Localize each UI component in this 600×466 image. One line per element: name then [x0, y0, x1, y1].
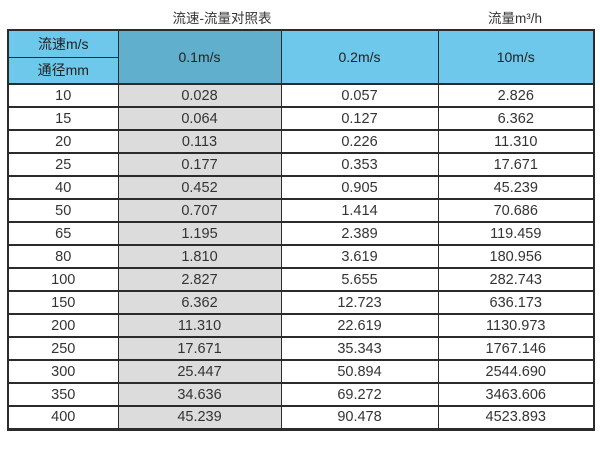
- flow-value-cell: 17.671: [117, 336, 282, 361]
- table-row: 25 0.177 0.353 17.671: [7, 152, 595, 177]
- flow-value-cell: 0.905: [280, 175, 439, 200]
- flow-value-cell: 1130.973: [437, 313, 595, 338]
- flow-value-cell: 35.343: [280, 336, 439, 361]
- flow-value-cell: 11.310: [437, 129, 595, 154]
- flow-value-cell: 70.686: [437, 198, 595, 223]
- table-header: 流速m/s 0.1m/s 0.2m/s 10m/s 通径mm: [7, 29, 595, 85]
- table-row: 200 11.310 22.619 1130.973: [7, 313, 595, 338]
- flow-value-cell: 180.956: [437, 244, 595, 269]
- flow-value-cell: 50.894: [280, 359, 439, 384]
- velocity-axis-label: 流速m/s: [7, 29, 119, 58]
- table-row: 65 1.195 2.389 119.459: [7, 221, 595, 246]
- table-row: 40 0.452 0.905 45.239: [7, 175, 595, 200]
- diameter-cell: 150: [7, 290, 119, 315]
- flow-value-cell: 0.127: [280, 106, 439, 131]
- column-header-0-1ms: 0.1m/s: [117, 29, 282, 85]
- table-row: 300 25.447 50.894 2544.690: [7, 359, 595, 384]
- diameter-cell: 200: [7, 313, 119, 338]
- flow-value-cell: 0.452: [117, 175, 282, 200]
- flow-value-cell: 1.414: [280, 198, 439, 223]
- flow-value-cell: 3.619: [280, 244, 439, 269]
- flow-value-cell: 6.362: [437, 106, 595, 131]
- diameter-cell: 300: [7, 359, 119, 384]
- diameter-cell: 100: [7, 267, 119, 292]
- table-title: 流速-流量对照表: [172, 11, 272, 26]
- column-header-10ms: 10m/s: [437, 29, 595, 85]
- diameter-cell: 40: [7, 175, 119, 200]
- table-row: 80 1.810 3.619 180.956: [7, 244, 595, 269]
- flow-value-cell: 636.173: [437, 290, 595, 315]
- flow-rate-table: 流速m/s 0.1m/s 0.2m/s 10m/s 通径mm 10 0.028 0.…: [7, 29, 595, 431]
- table-row: 150 6.362 12.723 636.173: [7, 290, 595, 315]
- table-row: 400 45.239 90.478 4523.893: [7, 405, 595, 430]
- flow-value-cell: 45.239: [117, 405, 282, 430]
- table-row: 15 0.064 0.127 6.362: [7, 106, 595, 131]
- flow-value-cell: 34.636: [117, 382, 282, 407]
- table-row: 50 0.707 1.414 70.686: [7, 198, 595, 223]
- flow-value-cell: 2.826: [437, 83, 595, 108]
- diameter-cell: 15: [7, 106, 119, 131]
- flow-value-cell: 4523.893: [437, 405, 595, 430]
- flow-value-cell: 0.353: [280, 152, 439, 177]
- diameter-cell: 80: [7, 244, 119, 269]
- table-row: 350 34.636 69.272 3463.606: [7, 382, 595, 407]
- diameter-cell: 350: [7, 382, 119, 407]
- table-row: 250 17.671 35.343 1767.146: [7, 336, 595, 361]
- table-row: 10 0.028 0.057 2.826: [7, 83, 595, 108]
- table-body: 10 0.028 0.057 2.826 15 0.064 0.127 6.362 20 0.11…: [7, 83, 595, 430]
- table-row: 20 0.113 0.226 11.310: [7, 129, 595, 154]
- flow-value-cell: 12.723: [280, 290, 439, 315]
- table-row: 100 2.827 5.655 282.743: [7, 267, 595, 292]
- flow-value-cell: 11.310: [117, 313, 282, 338]
- flow-value-cell: 0.226: [280, 129, 439, 154]
- flow-value-cell: 2.389: [280, 221, 439, 246]
- diameter-cell: 250: [7, 336, 119, 361]
- flow-value-cell: 69.272: [280, 382, 439, 407]
- flow-value-cell: 119.459: [437, 221, 595, 246]
- flow-value-cell: 22.619: [280, 313, 439, 338]
- column-header-0-2ms: 0.2m/s: [280, 29, 439, 85]
- flow-value-cell: 282.743: [437, 267, 595, 292]
- flow-value-cell: 6.362: [117, 290, 282, 315]
- header-row-top: 流速m/s 0.1m/s 0.2m/s 10m/s: [7, 29, 595, 85]
- flow-value-cell: 45.239: [437, 175, 595, 200]
- flow-value-cell: 90.478: [280, 405, 439, 430]
- flow-value-cell: 0.707: [117, 198, 282, 223]
- flow-value-cell: 0.028: [117, 83, 282, 108]
- flow-unit-label: 流量m³/h: [488, 11, 542, 26]
- flow-value-cell: 1767.146: [437, 336, 595, 361]
- flow-value-cell: 0.064: [117, 106, 282, 131]
- flow-value-cell: 1.195: [117, 221, 282, 246]
- diameter-axis-label: 通径mm: [7, 56, 119, 85]
- titlebar: 流速-流量对照表 流量m³/h: [0, 0, 600, 29]
- flow-value-cell: 5.655: [280, 267, 439, 292]
- header-row-bottom: 通径mm: [7, 56, 594, 85]
- diameter-cell: 65: [7, 221, 119, 246]
- diameter-cell: 10: [7, 83, 119, 108]
- flow-value-cell: 17.671: [437, 152, 595, 177]
- flow-value-cell: 25.447: [117, 359, 282, 384]
- flow-value-cell: 2.827: [117, 267, 282, 292]
- flow-value-cell: 1.810: [117, 244, 282, 269]
- flow-value-cell: 0.177: [117, 152, 282, 177]
- flow-value-cell: 3463.606: [437, 382, 595, 407]
- flow-value-cell: 0.113: [117, 129, 282, 154]
- diameter-cell: 400: [7, 405, 119, 430]
- diameter-cell: 20: [7, 129, 119, 154]
- flow-value-cell: 0.057: [280, 83, 439, 108]
- flow-value-cell: 2544.690: [437, 359, 595, 384]
- diameter-cell: 50: [7, 198, 119, 223]
- diameter-cell: 25: [7, 152, 119, 177]
